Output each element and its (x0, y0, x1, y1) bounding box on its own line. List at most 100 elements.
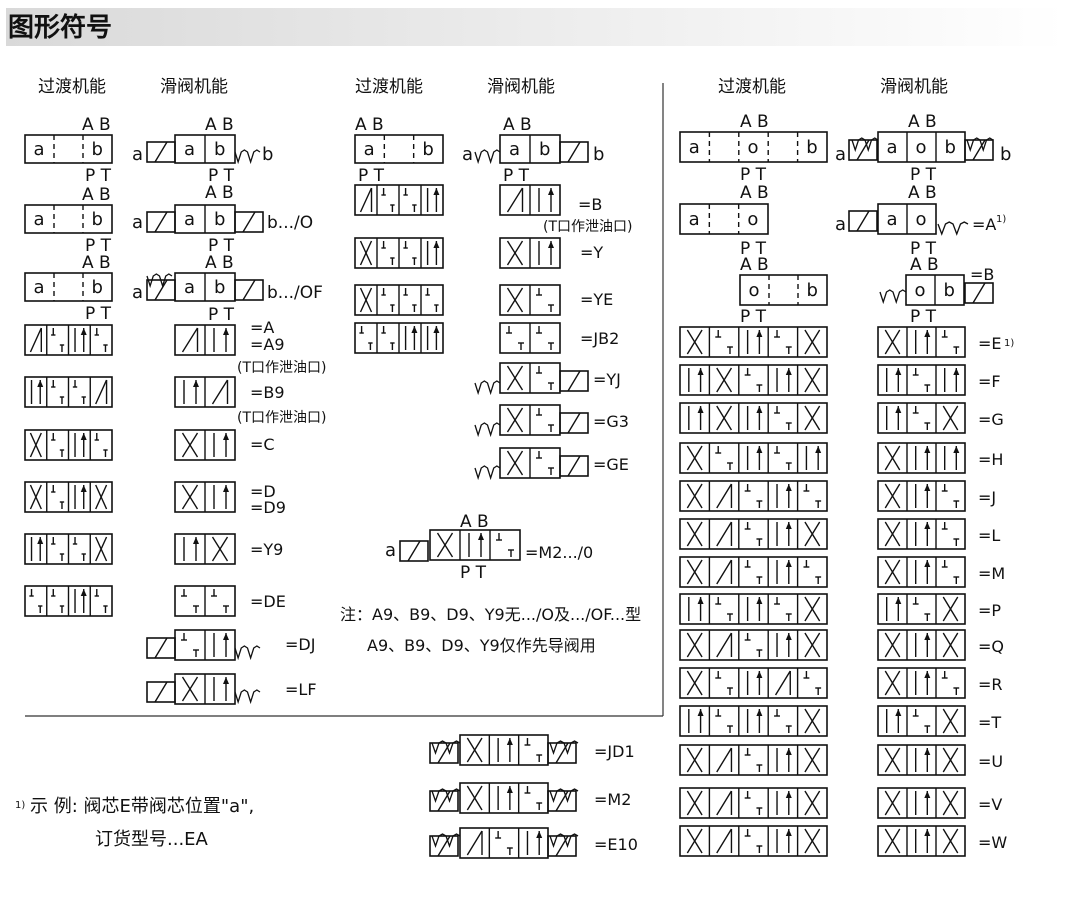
valve-symbol (679, 364, 828, 396)
variant-code: b.../OF (267, 283, 323, 303)
symbol-line (29, 327, 42, 353)
symbol-line (686, 329, 703, 355)
symbol-line (804, 747, 821, 773)
arrow-icon (223, 485, 229, 492)
symbol-line (407, 540, 421, 562)
symbol-line (506, 240, 524, 266)
valve-symbol (679, 629, 828, 661)
symbol-line (242, 211, 256, 233)
symbol-line (437, 742, 451, 764)
spring-icon (937, 221, 969, 236)
valve-symbol (679, 787, 828, 819)
spool-code: =LF (285, 680, 317, 699)
solenoid-b-label: b (262, 144, 273, 165)
arrow-icon (953, 368, 960, 375)
symbol-line (804, 708, 821, 734)
symbol-line (95, 484, 108, 510)
spring-icon (234, 645, 261, 661)
spool-position-label: b (806, 137, 817, 158)
arrow-icon (80, 485, 87, 492)
spool-code: =D9 (250, 498, 286, 517)
symbol-line (942, 596, 959, 622)
symbol-line (942, 790, 959, 816)
valve-symbol (679, 326, 828, 358)
symbol-line (804, 521, 821, 547)
spool-code: =E10 (594, 835, 638, 854)
symbol-line (942, 828, 959, 854)
arrow-icon (785, 368, 792, 375)
spring-icon (474, 422, 501, 438)
symbol-line (359, 187, 373, 213)
arrow-icon (895, 368, 902, 375)
valve-symbol (679, 744, 828, 776)
valve-symbol (877, 787, 966, 819)
arrow-icon (433, 241, 440, 248)
symbol-line (555, 835, 569, 857)
spring-icon (234, 689, 261, 705)
solenoid-icon (559, 455, 589, 477)
symbol-line (181, 327, 199, 353)
symbol-line (942, 632, 959, 658)
spool-position-label: a (184, 139, 195, 160)
arrow-icon (785, 791, 792, 798)
spool-position-label: a (689, 209, 700, 230)
symbol-line (436, 532, 454, 558)
symbol-line (211, 536, 229, 562)
arrow-icon (895, 597, 902, 604)
arrow-icon (924, 560, 931, 567)
spool-code: =B (970, 265, 994, 284)
valve-symbol (877, 593, 966, 625)
note-line: 注：A9、B9、D9、Y9无.../O及.../OF...型 (340, 605, 641, 624)
arrow-icon (223, 633, 229, 640)
solenoid-a-label: a (462, 144, 473, 165)
valve-symbol (877, 629, 966, 661)
valve-symbol (877, 480, 966, 512)
valve-symbol (679, 825, 828, 857)
symbol-line (884, 632, 901, 658)
symbol-line (154, 279, 168, 301)
valve-box (354, 134, 444, 164)
symbol-line (154, 141, 168, 163)
valve-symbol (877, 705, 966, 737)
spring-icon (146, 273, 173, 289)
spool-code: =B9 (250, 383, 285, 402)
arrow-icon (37, 537, 44, 544)
arrow-icon (756, 446, 763, 453)
symbol-line (29, 484, 42, 510)
spring-icon (431, 740, 461, 755)
symbol-line (686, 559, 703, 585)
symbol-line (774, 670, 791, 696)
variant-code: b.../O (267, 213, 313, 233)
spool-code: =DJ (285, 635, 315, 654)
spool-position-label: o (747, 209, 758, 230)
column-header: 滑阀机能 (487, 77, 555, 97)
port-label-pt: P T (910, 165, 937, 185)
symbol-line (242, 279, 256, 301)
spool-code: =YJ (593, 370, 621, 389)
symbol-line (567, 370, 581, 392)
symbol-line (154, 681, 168, 703)
valve-box (24, 272, 113, 302)
port-label-ab: A B (205, 183, 234, 203)
symbol-line (804, 790, 821, 816)
spool-position-label: b (214, 139, 225, 160)
valve-symbol (429, 529, 521, 561)
spool-position-label: b (214, 209, 225, 230)
footnote-marker: 1) (15, 800, 25, 811)
spool-position-label: o (748, 137, 759, 158)
valve-symbol (459, 827, 549, 859)
arrow-icon (506, 738, 513, 745)
symbol-line (686, 828, 703, 854)
arrow-icon (924, 330, 931, 337)
symbol-line (716, 790, 733, 816)
solenoid-icon (559, 141, 589, 163)
symbol-line (884, 521, 901, 547)
spool-note: (T口作泄油口) (237, 410, 326, 426)
symbol-line (211, 379, 229, 405)
spool-code: =DE (250, 592, 286, 611)
port-label-pt: P T (85, 236, 112, 256)
spring-icon (549, 788, 579, 803)
solenoid-a-label: a (835, 144, 846, 165)
solenoid-a-label: a (132, 144, 143, 165)
solenoid-a-label: a (132, 282, 143, 303)
